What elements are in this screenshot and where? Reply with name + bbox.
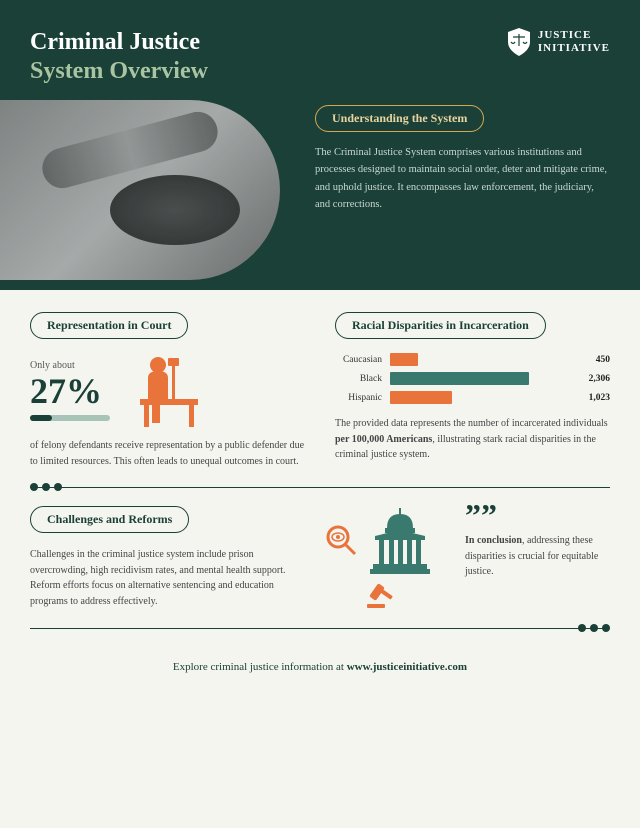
disparities-para: The provided data represents the number …: [335, 416, 610, 463]
divider-bottom: [30, 628, 610, 629]
disparities-pill: Racial Disparities in Incarceration: [335, 312, 546, 339]
page-title: Criminal Justice System Overview: [30, 28, 208, 86]
representation-pill: Representation in Court: [30, 312, 188, 339]
bar-row: Caucasian450: [335, 353, 610, 366]
only-about-label: Only about: [30, 360, 110, 371]
challenges-para: Challenges in the criminal justice syste…: [30, 547, 295, 609]
footer: Explore criminal justice information at …: [30, 647, 610, 673]
shield-scales-icon: [506, 28, 532, 56]
gavel-icon: [365, 582, 395, 610]
intro-section: Understanding the System The Criminal Ju…: [315, 105, 610, 213]
percent-bar: [30, 415, 110, 421]
bar-row: Hispanic1,023: [335, 391, 610, 404]
conclusion-section: ”” In conclusion, addressing these dispa…: [465, 506, 610, 580]
percent-stat: 27%: [30, 373, 110, 409]
footer-link[interactable]: www.justiceinitiative.com: [347, 661, 467, 673]
challenges-pill: Challenges and Reforms: [30, 506, 189, 533]
eye-magnifier-icon: [325, 524, 357, 556]
representation-section: Representation in Court Only about 27%: [30, 312, 305, 469]
representation-para: of felony defendants receive representat…: [30, 438, 305, 469]
icon-group: [320, 506, 440, 610]
header: Criminal Justice System Overview JUSTICE…: [0, 0, 640, 290]
divider: [30, 487, 610, 488]
intro-pill: Understanding the System: [315, 105, 484, 132]
gavel-image: [0, 100, 280, 280]
bar-row: Black2,306: [335, 372, 610, 385]
capitol-icon: [365, 506, 435, 574]
logo: JUSTICE INITIATIVE: [506, 28, 610, 56]
intro-text: The Criminal Justice System comprises va…: [315, 144, 610, 213]
person-at-desk-icon: [130, 353, 200, 428]
quote-icon: ””: [465, 506, 610, 525]
challenges-section: Challenges and Reforms Challenges in the…: [30, 506, 295, 609]
disparity-chart: Caucasian450 Black2,306 Hispanic1,023: [335, 353, 610, 404]
disparities-section: Racial Disparities in Incarceration Cauc…: [335, 312, 610, 469]
